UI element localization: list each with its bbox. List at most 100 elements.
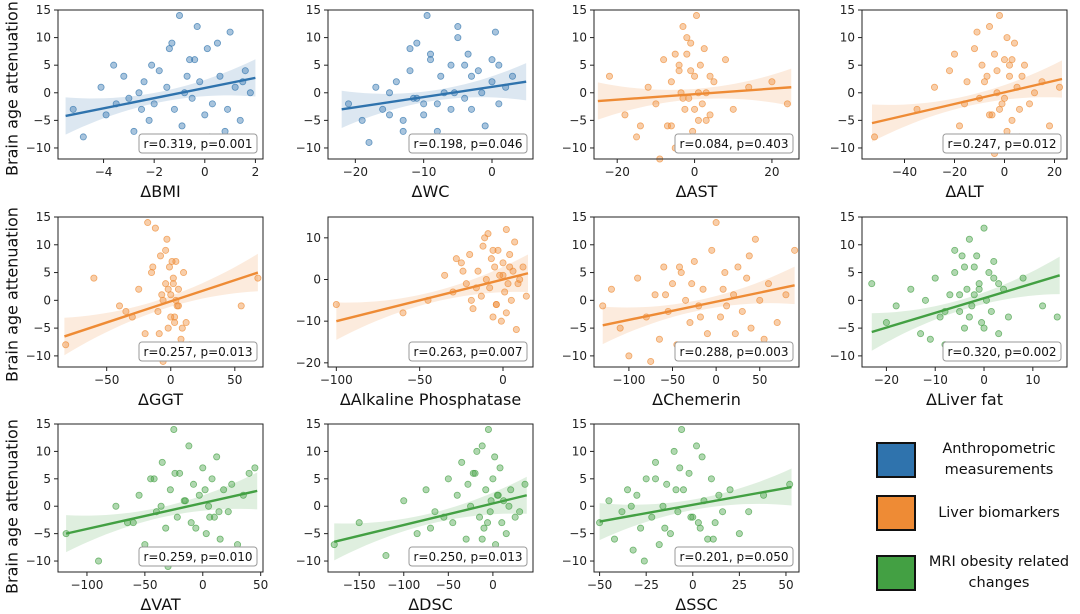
scatter-point <box>135 491 143 499</box>
scatter-point <box>965 235 973 243</box>
scatter-point <box>474 67 482 75</box>
scatter-point <box>478 535 486 543</box>
scatter-point <box>516 508 524 516</box>
scatter-point <box>691 105 699 113</box>
scatter-point <box>694 116 702 124</box>
scatter-point <box>599 302 607 310</box>
scatter-point <box>625 352 633 360</box>
y-tick-label: −10 <box>26 141 51 155</box>
scatter-point <box>454 23 462 31</box>
scatter-point <box>659 502 667 510</box>
axes-frame <box>57 423 264 573</box>
scatter-point <box>173 513 181 521</box>
x-tick-label: 0 <box>980 373 988 387</box>
scatter-point <box>1001 94 1009 102</box>
stats-box <box>408 133 528 154</box>
scatter-point <box>231 83 239 91</box>
scatter-point <box>441 271 449 279</box>
scatter-point <box>125 94 133 102</box>
scatter-panel: −20 0 20 −10 −5 0 5 10 15 ΔAST r=0.084, p=0.403 <box>562 3 800 201</box>
scatter-point <box>961 324 969 332</box>
scatter-point <box>167 313 175 321</box>
x-tick-label: −25 <box>634 578 659 592</box>
scatter-point <box>715 491 723 499</box>
scatter-point <box>228 480 236 488</box>
scatter-point <box>426 50 434 58</box>
legend-swatch <box>876 442 916 478</box>
regression-line <box>599 485 792 523</box>
scatter-point <box>627 502 635 510</box>
scatter-point <box>655 541 663 549</box>
scatter-point <box>764 280 772 288</box>
scatter-point <box>122 307 130 315</box>
y-tick-label: −5 <box>303 527 321 541</box>
x-tick-label: 10 <box>1025 373 1040 387</box>
scatter-point <box>454 34 462 42</box>
scatter-point <box>511 238 519 246</box>
scatter-point <box>180 269 188 277</box>
scatter-point <box>669 280 677 288</box>
scatter-point <box>679 486 687 494</box>
scatter-point <box>686 319 694 327</box>
y-tick-label: 10 <box>36 444 51 458</box>
scatter-point <box>734 263 742 271</box>
scatter-point <box>951 269 959 277</box>
scatter-point <box>921 296 929 304</box>
scatter-point <box>251 464 259 472</box>
scatter-point <box>169 274 177 282</box>
scatter-point <box>675 263 683 271</box>
scatter-point <box>647 357 655 365</box>
scatter-point <box>504 280 512 288</box>
scatter-point <box>882 319 890 327</box>
scatter-point <box>192 524 200 532</box>
scatter-point <box>452 255 460 263</box>
scatter-point <box>372 83 380 91</box>
scatter-point <box>706 72 714 80</box>
scatter-point <box>447 61 455 69</box>
scatter-point <box>907 285 915 293</box>
scatter-point <box>171 313 179 321</box>
stats-box <box>408 341 528 362</box>
scatter-point <box>182 319 190 327</box>
scatter-point <box>213 453 221 461</box>
scatter-point <box>164 285 172 293</box>
scatter-point <box>495 61 503 69</box>
x-tick-label: 50 <box>752 373 767 387</box>
y-tick-label: 10 <box>572 238 587 252</box>
scatter-point <box>201 486 209 494</box>
regression-line <box>871 77 1063 125</box>
scatter-point <box>157 502 165 510</box>
regression-line <box>333 494 528 544</box>
scatter-point <box>444 475 452 483</box>
scatter-point <box>400 497 408 505</box>
scatter-point <box>702 116 710 124</box>
scatter-point <box>970 263 978 271</box>
axes-frame <box>593 9 800 160</box>
y-tick-label: 10 <box>840 31 855 45</box>
scatter-point <box>640 557 648 565</box>
scatter-point <box>193 23 201 31</box>
scatter-point <box>995 330 1003 338</box>
scatter-point <box>141 330 149 338</box>
scatter-point <box>145 116 153 124</box>
scatter-point <box>706 111 714 119</box>
scatter-point <box>642 475 650 483</box>
x-axis-label: ΔDSC <box>408 595 453 614</box>
scatter-point <box>633 133 641 141</box>
scatter-point <box>990 257 998 265</box>
scatter-point <box>971 45 979 53</box>
scatter-point <box>491 28 499 36</box>
scatter-point <box>148 61 156 69</box>
scatter-point <box>683 50 691 58</box>
scatter-point <box>1004 313 1012 321</box>
scatter-point <box>791 246 799 254</box>
scatter-point <box>224 105 232 113</box>
scatter-point <box>420 111 428 119</box>
scatter-point <box>406 45 414 53</box>
scatter-point <box>743 274 751 282</box>
y-tick-label: −10 <box>26 349 51 363</box>
y-tick-label: 0 <box>43 499 51 513</box>
scatter-point <box>150 100 158 108</box>
scatter-point <box>996 12 1004 20</box>
axes-frame <box>593 216 800 368</box>
